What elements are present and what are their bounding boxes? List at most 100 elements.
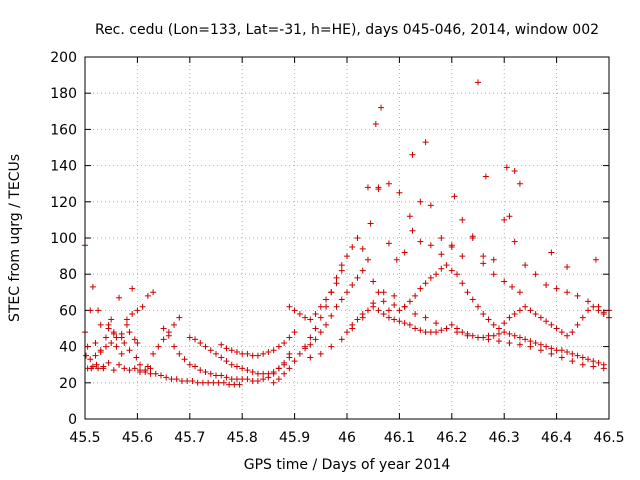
data-point: [338, 296, 345, 303]
data-point: [113, 343, 120, 350]
data-point: [213, 350, 219, 357]
data-point: [286, 365, 293, 372]
data-point: [197, 339, 204, 346]
data-point: [281, 370, 288, 377]
data-point: [543, 343, 550, 350]
data-point: [233, 376, 240, 383]
data-point: [558, 347, 565, 354]
data-point: [522, 262, 529, 269]
data-point: [328, 289, 335, 296]
data-point: [438, 327, 445, 334]
x-tick-label: 45.5: [69, 430, 100, 446]
data-point: [574, 292, 581, 299]
data-point: [417, 285, 424, 292]
data-point: [475, 79, 481, 86]
data-point: [380, 311, 387, 318]
data-point: [157, 372, 164, 379]
data-point: [548, 321, 555, 328]
data-point: [501, 278, 508, 285]
data-point: [370, 300, 377, 307]
data-point: [344, 289, 350, 296]
data-point: [417, 238, 424, 245]
data-point: [254, 370, 261, 377]
data-point: [317, 329, 324, 336]
data-point: [501, 216, 508, 223]
data-point: [359, 314, 366, 321]
data-point: [448, 321, 455, 328]
data-point: [137, 367, 144, 374]
data-point: [354, 274, 361, 281]
data-point: [553, 325, 560, 332]
data-point: [454, 271, 461, 278]
data-point: [579, 361, 586, 368]
data-point: [168, 376, 175, 383]
data-point: [236, 381, 243, 388]
data-point: [590, 358, 597, 365]
data-point: [574, 321, 581, 328]
data-point: [385, 314, 392, 321]
data-point: [226, 381, 233, 388]
data-point: [564, 289, 571, 296]
data-point: [113, 334, 120, 341]
data-point: [378, 104, 385, 111]
plot-frame: [84, 56, 610, 420]
data-point: [448, 267, 455, 274]
data-point: [231, 381, 238, 388]
data-point: [349, 282, 356, 289]
data-point: [184, 377, 191, 384]
data-point: [469, 296, 476, 303]
data-point: [296, 350, 303, 357]
data-point: [92, 352, 99, 359]
data-point: [139, 303, 146, 310]
data-point: [391, 316, 398, 323]
data-point: [569, 329, 576, 336]
data-point: [317, 303, 324, 310]
data-point: [344, 253, 350, 260]
data-point: [131, 336, 138, 343]
y-tick-label: 160: [50, 122, 77, 138]
data-point: [317, 314, 324, 321]
data-point: [490, 271, 497, 278]
x-tick-label: 45.9: [279, 430, 310, 446]
y-tick-label: 180: [50, 86, 77, 102]
data-point: [511, 332, 518, 339]
x-tick-label: 46.2: [436, 430, 467, 446]
data-point: [123, 316, 130, 323]
data-point: [302, 314, 309, 321]
data-point: [480, 334, 487, 341]
data-point: [427, 202, 434, 209]
data-points: [82, 79, 612, 388]
data-point: [569, 350, 576, 357]
data-point: [323, 296, 330, 303]
data-point: [454, 329, 461, 336]
data-point: [433, 271, 440, 278]
y-tick-labels: 0 20 40 60 80 100 120 140 160 180 200: [50, 50, 77, 428]
data-point: [406, 321, 413, 328]
data-point: [532, 311, 539, 318]
data-point: [328, 343, 335, 350]
y-tick-label: 60: [59, 303, 77, 319]
x-tick-label: 46.5: [593, 430, 624, 446]
y-tick-label: 0: [68, 412, 77, 428]
data-point: [228, 361, 235, 368]
data-point: [375, 289, 382, 296]
data-point: [349, 244, 356, 251]
data-point: [270, 368, 277, 375]
data-point: [194, 379, 201, 386]
data-point: [218, 341, 225, 348]
data-point: [464, 332, 471, 339]
data-point: [307, 316, 314, 323]
data-point: [391, 301, 398, 308]
data-point: [171, 343, 178, 350]
data-point: [422, 139, 429, 146]
data-point: [503, 164, 510, 171]
y-tick-label: 120: [50, 195, 77, 211]
x-axis-label: GPS time / Days of year 2014: [244, 457, 451, 473]
data-point: [396, 318, 403, 325]
data-point: [333, 280, 340, 287]
data-point: [189, 377, 196, 384]
data-point: [110, 367, 117, 374]
data-point: [564, 349, 571, 356]
data-point: [205, 379, 212, 386]
